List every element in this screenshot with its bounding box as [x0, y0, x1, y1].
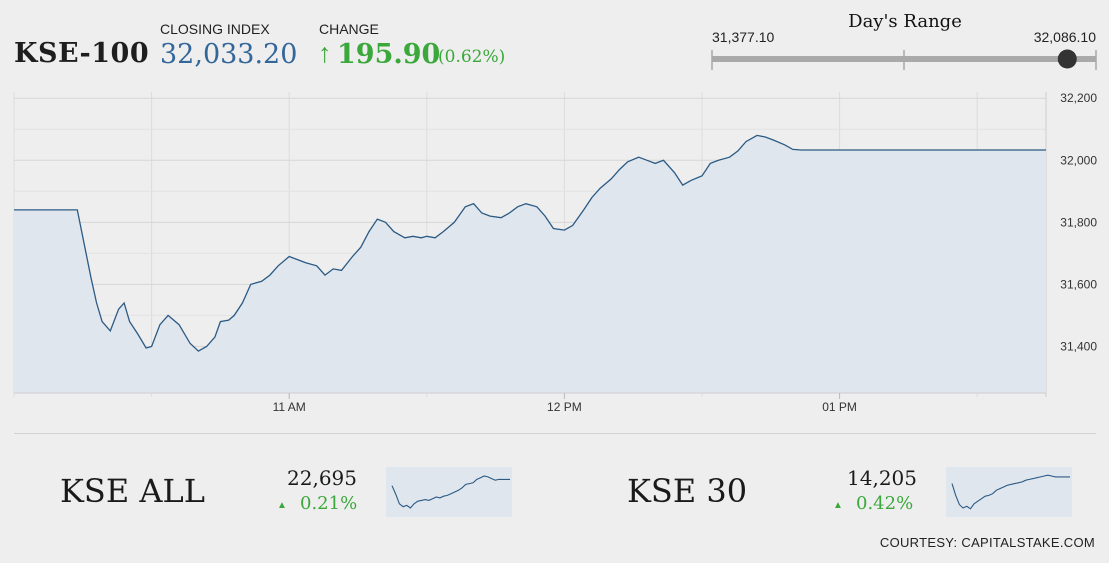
- sparkline-line: [391, 475, 510, 509]
- section-divider: [14, 433, 1096, 434]
- days-range-bar: [711, 49, 1097, 70]
- kse-30-up-triangle-icon: ▲: [833, 500, 843, 511]
- kse-all-sparkline: [386, 467, 512, 517]
- kse-all-up-triangle-icon: ▲: [277, 500, 287, 511]
- sparkline-background: [946, 467, 1072, 517]
- price-line: [14, 134, 1046, 352]
- range-current-marker: [1057, 49, 1077, 69]
- x-tick-label: 11 AM: [273, 400, 306, 414]
- kse-all-change: 0.21%: [300, 493, 358, 514]
- kse-all-name: KSE ALL: [60, 472, 205, 510]
- y-tick-label: 32,200: [1060, 91, 1097, 105]
- kse-30-name: KSE 30: [627, 472, 748, 510]
- closing-index-label: CLOSING INDEX: [160, 21, 270, 37]
- kse-30-value: 14,205: [847, 466, 917, 490]
- up-arrow-icon: ↑: [318, 38, 332, 68]
- closing-index-value: 32,033.20: [160, 39, 298, 70]
- kse-30-sparkline: [946, 467, 1072, 517]
- index-ticker: KSE-100: [14, 38, 150, 69]
- courtesy-text: COURTESY: CAPITALSTAKE.COM: [879, 535, 1095, 550]
- sparkline-background: [386, 467, 512, 517]
- kse-all-value: 22,695: [287, 466, 357, 490]
- y-tick-label: 31,800: [1060, 215, 1097, 229]
- x-tick-label: 01 PM: [822, 400, 857, 414]
- y-tick-label: 31,600: [1060, 277, 1097, 291]
- y-tick-label: 32,000: [1060, 153, 1097, 167]
- area-fill: [14, 135, 1046, 393]
- sparkline-line: [951, 474, 1070, 510]
- days-range-low: 31,377.10: [712, 29, 775, 45]
- days-range-high: 32,086.10: [1033, 29, 1096, 45]
- kse-30-change: 0.42%: [856, 493, 914, 514]
- x-tick-label: 12 PM: [547, 400, 582, 414]
- y-tick-label: 31,400: [1060, 339, 1097, 353]
- change-percent: (0.62%): [438, 47, 506, 67]
- change-label: CHANGE: [319, 21, 379, 37]
- days-range-title: Day's Range: [848, 11, 962, 32]
- main-index-chart: 31,400 31,600 31,800 32,000 32,200 11 AM 12 P…: [13, 91, 1097, 414]
- change-value: 195.90: [337, 39, 441, 70]
